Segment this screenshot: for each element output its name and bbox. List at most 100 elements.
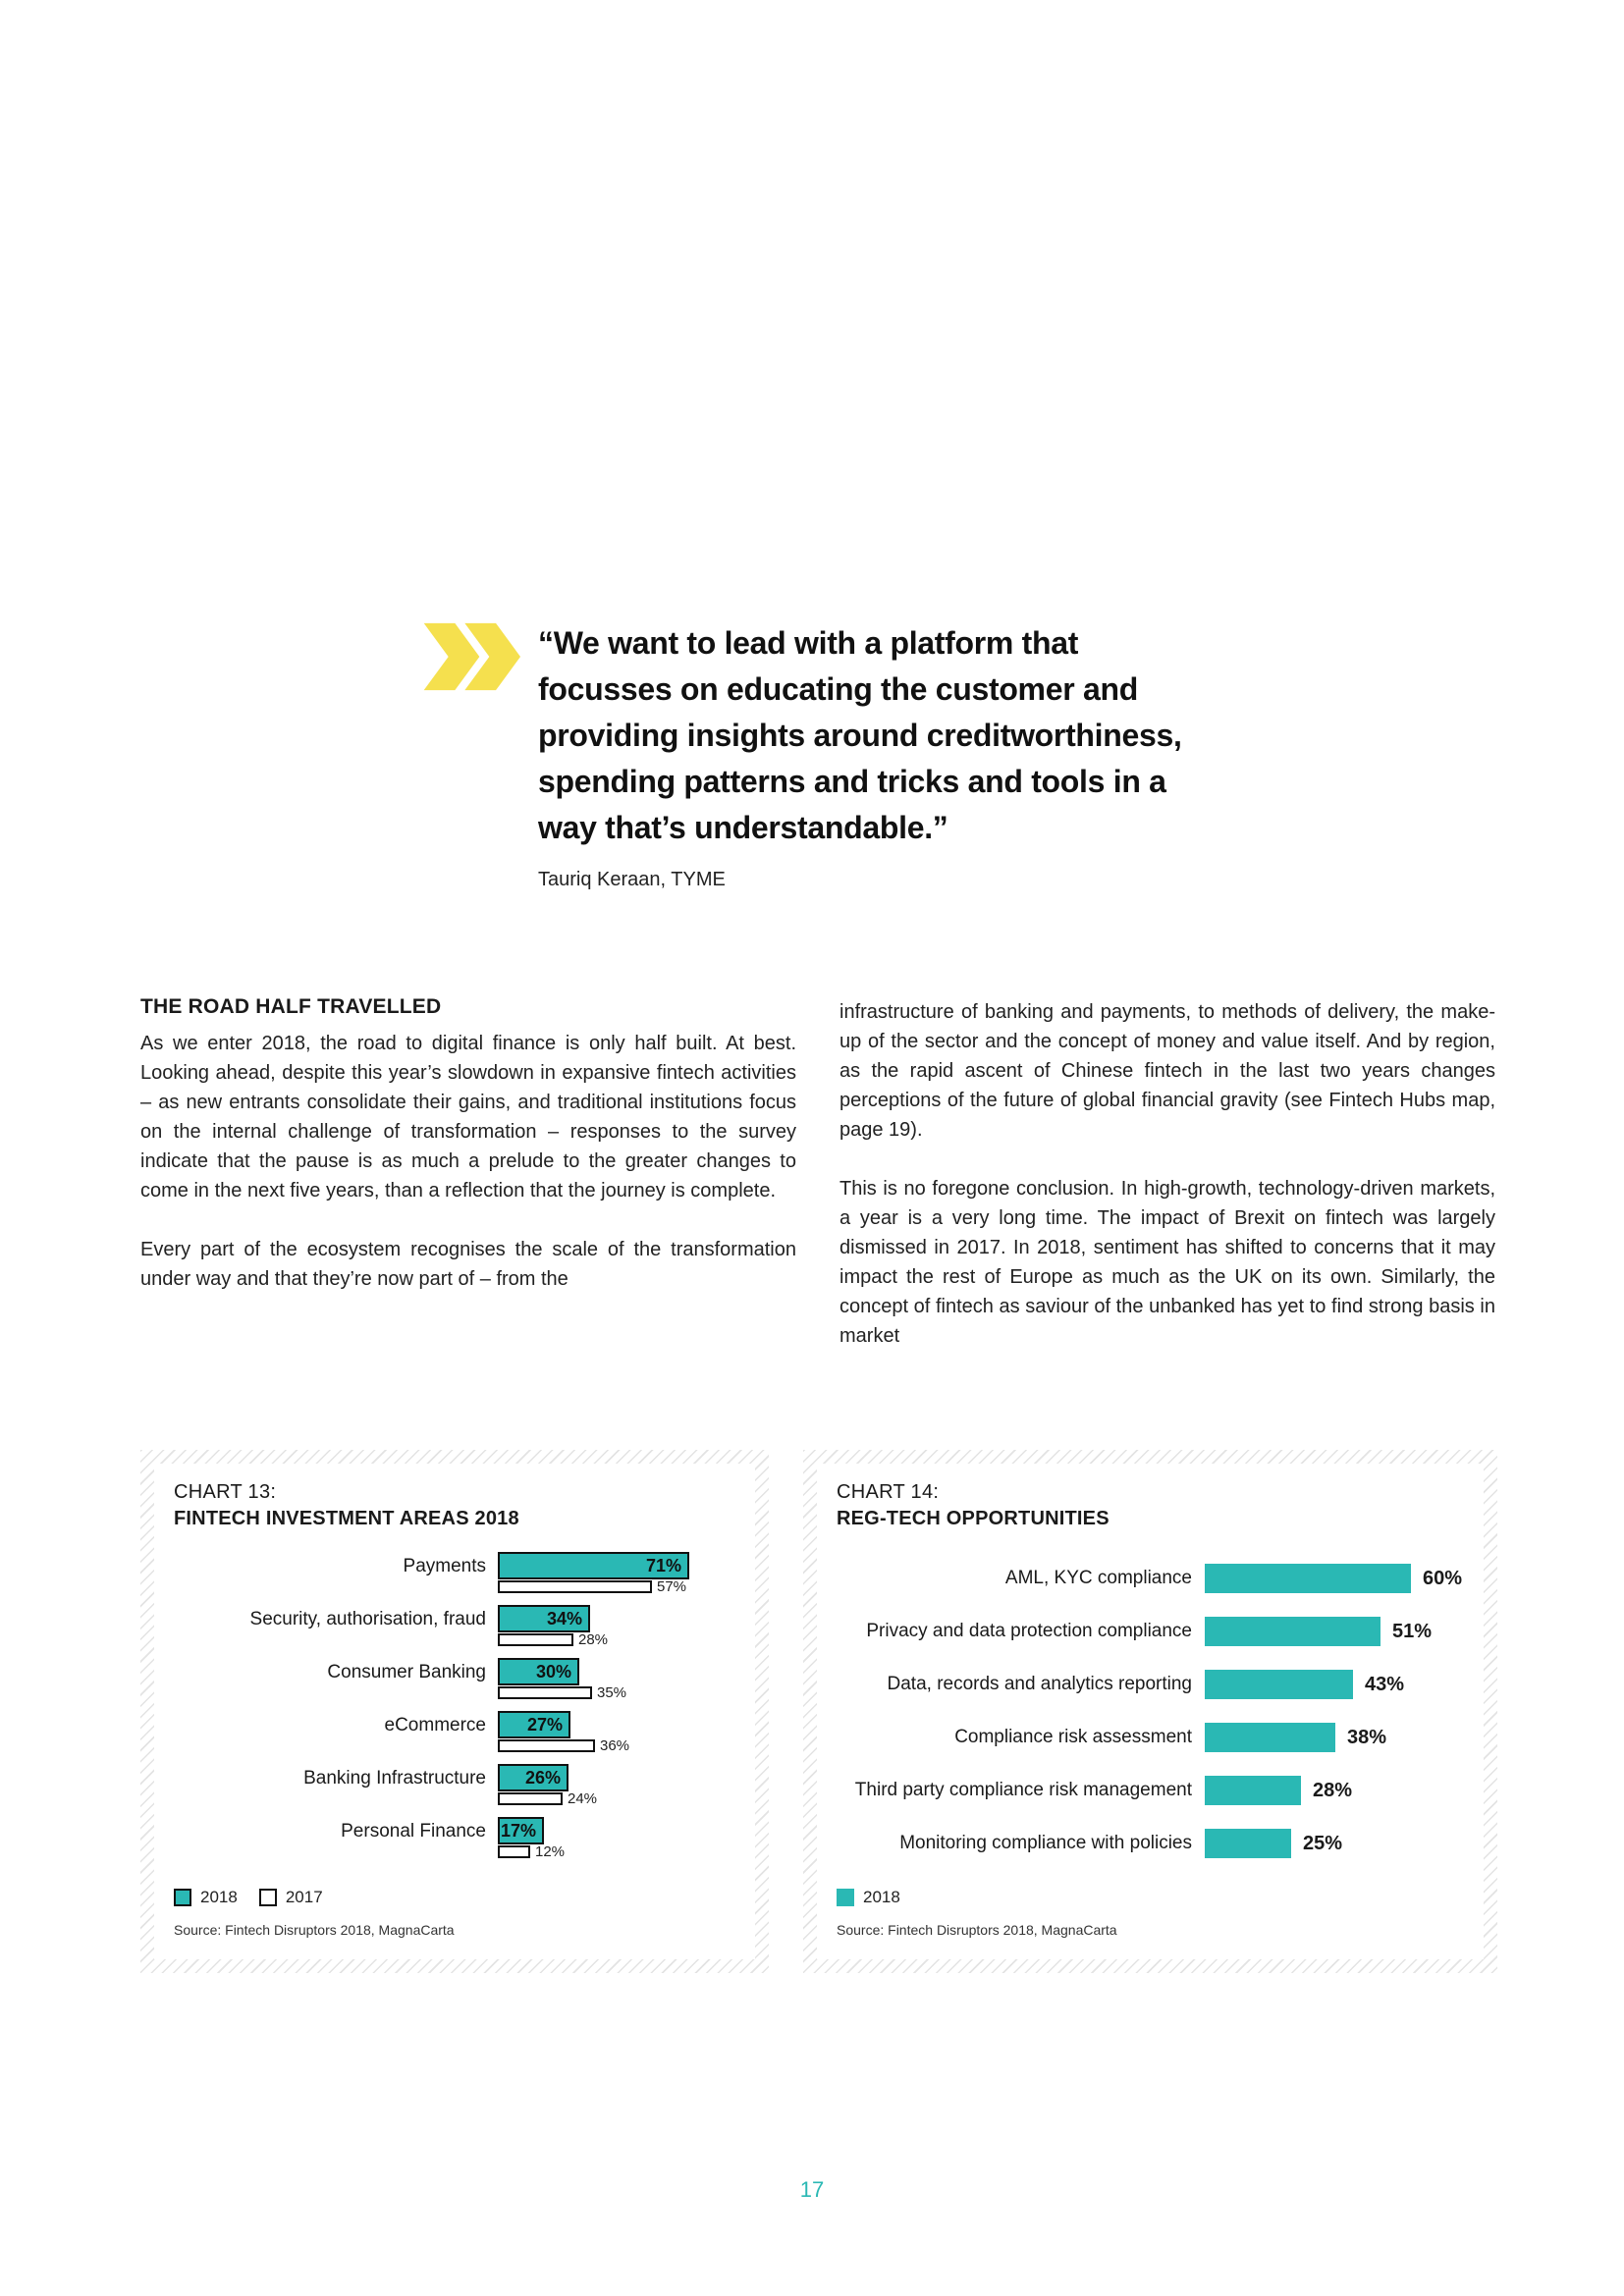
body-column-left: As we enter 2018, the road to digital fi… (140, 1029, 796, 1294)
chart13-source: Source: Fintech Disruptors 2018, MagnaCa… (174, 1922, 455, 1938)
chart14-panel: CHART 14: REG-TECH OPPORTUNITIES AML, KY… (803, 1450, 1497, 1973)
paragraph: infrastructure of banking and payments, … (839, 1001, 1495, 1141)
chart14-kicker: CHART 14: (837, 1481, 940, 1503)
category-label: AML, KYC compliance (1004, 1568, 1192, 1588)
chart14-rows: AML, KYC compliance 60% Privacy and data p… (837, 1552, 1464, 1870)
value-label-2017: 12% (535, 1842, 566, 1860)
bar-2017-row: 12% (498, 1842, 566, 1860)
value-label-2018: 34% (546, 1608, 582, 1629)
bar-2017-row: 36% (498, 1736, 630, 1754)
bar-2017 (498, 1791, 563, 1805)
chart-row: Third party compliance risk management 28… (837, 1764, 1464, 1817)
pull-quote-attribution: Tauriq Keraan, TYME (538, 869, 726, 890)
category-label: Third party compliance risk management (854, 1780, 1192, 1800)
bar-2018: 30% (498, 1658, 579, 1685)
paragraph: This is no foregone conclusion. In high-… (839, 1178, 1495, 1347)
bar-2018 (1205, 1723, 1335, 1752)
chart13-inner: CHART 13: FINTECH INVESTMENT AREAS 2018 … (154, 1464, 755, 1959)
paragraph: Every part of the ecosystem recognises t… (140, 1239, 796, 1290)
chart13-kicker: CHART 13: (174, 1481, 277, 1503)
chart-row: Personal Finance 17% 12% (174, 1817, 735, 1870)
chart-row: AML, KYC compliance 60% (837, 1552, 1464, 1605)
value-label-2017: 28% (578, 1630, 609, 1648)
page-number: 17 (799, 2177, 825, 2202)
bar-2017-row: 24% (498, 1789, 598, 1807)
bar-2018: 34% (498, 1605, 590, 1632)
value-label-2017: 24% (568, 1789, 598, 1807)
legend-label-2017: 2017 (285, 1888, 323, 1906)
value-label-2017: 35% (597, 1683, 627, 1701)
value-label-2018: 38% (1347, 1726, 1387, 1748)
value-label-2018: 27% (526, 1714, 563, 1735)
bar-2017 (498, 1685, 592, 1699)
chart14-title: REG-TECH OPPORTUNITIES (837, 1508, 1110, 1529)
category-label: Personal Finance (341, 1821, 486, 1842)
chart13-legend: 2018 2017 (174, 1888, 735, 1907)
bar-2018 (1205, 1564, 1411, 1593)
category-label: Data, records and analytics reporting (887, 1674, 1193, 1694)
value-label-2018: 30% (535, 1661, 571, 1682)
bar-group: 27% 36% (498, 1711, 629, 1764)
bar-2017 (498, 1579, 652, 1593)
chart-row: Security, authorisation, fraud 34% 28% (174, 1605, 735, 1658)
value-label-2018: 25% (1303, 1832, 1343, 1854)
category-label: Security, authorisation, fraud (249, 1609, 486, 1629)
bar-2017-row: 35% (498, 1683, 627, 1701)
bar-2017 (498, 1844, 530, 1858)
value-label-2017: 36% (600, 1736, 630, 1754)
body-column-right: infrastructure of banking and payments, … (839, 997, 1495, 1351)
chart14-inner: CHART 14: REG-TECH OPPORTUNITIES AML, KY… (817, 1464, 1484, 1959)
legend-swatch-2018 (837, 1889, 854, 1906)
value-label-2018: 60% (1423, 1567, 1463, 1589)
chart13-title: FINTECH INVESTMENT AREAS 2018 (174, 1508, 519, 1529)
bar-2018 (1205, 1776, 1301, 1805)
pull-quote: “We want to lead with a platform that fo… (538, 620, 1265, 891)
bar-2017-row: 57% (498, 1577, 689, 1595)
category-label: Privacy and data protection compliance (866, 1621, 1192, 1641)
category-label: Banking Infrastructure (303, 1768, 486, 1789)
bar-2018: 26% (498, 1764, 568, 1791)
bar-2018 (1205, 1617, 1380, 1646)
value-label-2018: 71% (645, 1555, 681, 1575)
bar-group: 71% 57% (498, 1552, 689, 1605)
chart13-rows: Payments 71% 57% Security, authorisation, f… (174, 1552, 735, 1870)
bar-2018: 27% (498, 1711, 570, 1738)
bar-group: 34% 28% (498, 1605, 608, 1658)
chart-row: eCommerce 27% 36% (174, 1711, 735, 1764)
value-label-2017: 57% (657, 1577, 687, 1595)
bar-group: 26% 24% (498, 1764, 597, 1817)
chart14-legend: 2018 (837, 1888, 1464, 1907)
legend-label-2018: 2018 (863, 1888, 900, 1906)
chart-row: Privacy and data protection compliance 51… (837, 1605, 1464, 1658)
chart-row: Monitoring compliance with policies 25% (837, 1817, 1464, 1870)
paragraph: As we enter 2018, the road to digital fi… (140, 1033, 796, 1201)
bar-group: 30% 35% (498, 1658, 626, 1711)
value-label-2018: 28% (1313, 1779, 1353, 1801)
bar-2017 (498, 1632, 573, 1646)
pull-quote-text: “We want to lead with a platform that fo… (538, 625, 1182, 845)
legend-swatch-2017 (258, 1889, 277, 1906)
category-label: Monitoring compliance with policies (899, 1833, 1192, 1853)
chart-row: Consumer Banking 30% 35% (174, 1658, 735, 1711)
chart-row: Banking Infrastructure 26% 24% (174, 1764, 735, 1817)
chart-row: Payments 71% 57% (174, 1552, 735, 1605)
legend-label-2018: 2018 (200, 1888, 238, 1906)
bar-2017 (498, 1738, 595, 1752)
bar-group: 17% 12% (498, 1817, 565, 1870)
bar-2018: 17% (498, 1817, 544, 1844)
bar-2017-row: 28% (498, 1630, 609, 1648)
double-chevron-icon (422, 616, 520, 697)
category-label: Consumer Banking (327, 1662, 486, 1682)
value-label-2018: 43% (1365, 1673, 1405, 1695)
bar-2018 (1205, 1670, 1353, 1699)
category-label: Compliance risk assessment (954, 1727, 1192, 1747)
bar-2018 (1205, 1829, 1291, 1858)
value-label-2018: 26% (524, 1767, 561, 1788)
chart14-source: Source: Fintech Disruptors 2018, MagnaCa… (837, 1922, 1117, 1938)
bar-2018: 71% (498, 1552, 689, 1579)
value-label-2018: 51% (1392, 1620, 1433, 1642)
chart-row: Data, records and analytics reporting 43% (837, 1658, 1464, 1711)
legend-swatch-2018 (174, 1889, 191, 1906)
category-label: Payments (403, 1556, 486, 1576)
